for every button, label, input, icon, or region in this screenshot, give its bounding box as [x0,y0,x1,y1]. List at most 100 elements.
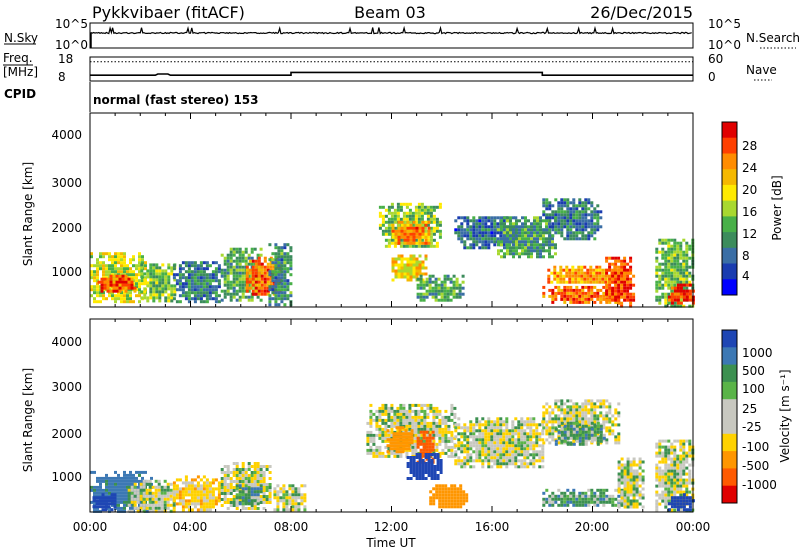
vel-cells-cell [523,438,527,442]
power-cells-cell [93,270,96,274]
power-cells-cell [509,252,512,256]
power-cells-cell [241,250,245,254]
vel-cells-cell [387,418,391,422]
power-cells-cell [431,292,435,296]
power-cells-cell [548,222,551,226]
power-cells-cell [238,274,242,278]
vel-cells-cell [490,432,494,436]
vel-cells-cell [414,433,418,437]
vel-cells-cell [244,487,248,491]
power-cells-cell [560,219,564,223]
power-cells-cell [578,210,582,214]
vel-cells-cell [475,438,479,442]
vel-cells-cell [418,468,422,471]
power-cells-cell [106,283,110,287]
power-cells-cell [569,288,573,292]
power-cells-cell [390,217,394,221]
vel-cells-cell [484,459,488,463]
power-cells-cell [438,223,442,227]
power-cells-cell [563,213,567,217]
power-cells-cell [542,198,546,202]
vel-cells-cell [529,426,533,430]
vel-cells-cell [517,450,521,454]
power-cells-cell [481,243,485,247]
vel-cells-cell [285,496,289,500]
vel-cells-cell [389,441,393,445]
power-cells-cell [399,238,403,242]
vel-cells-cell [453,499,457,503]
power-cells-cell [577,274,581,278]
vel-cells-cell [399,451,403,455]
power-cells-cell [421,241,425,245]
power-cells-cell [202,270,206,274]
vel-cells-cell [226,468,230,471]
power-cells-cell [667,274,671,278]
power-cells-cell [490,240,494,244]
power-cells-cell [563,210,567,214]
power-cells-cell [466,216,470,220]
power-cells-cell [458,289,462,293]
power-cells-cell [152,287,156,291]
power-cells-cell [484,228,488,232]
power-cells-cell [457,237,461,241]
vel-cells-cell [199,487,203,491]
power-cells-cell [152,284,156,288]
power-cells-cell [283,252,287,256]
power-cells-cell [578,294,582,298]
vel-cells-cell [523,450,527,454]
vel-cells-cell [435,430,439,434]
vel-cells-cell [493,420,497,424]
power-cells-cell [524,219,527,223]
power-cells-cell [286,261,290,265]
vel-cells-cell [535,459,539,463]
vel-cells-cell [438,424,442,428]
vel-cells-cell [399,406,403,410]
power-cells-cell [271,288,275,292]
power-cells-cell [244,259,248,263]
power-cells-cell [571,280,575,284]
vel-cells-cell [463,462,467,466]
vel-cells-cell [133,497,137,501]
power-cells-cell [390,211,394,215]
vel-cells-cell [478,459,482,463]
power-cells-cell [184,282,188,286]
vel-cells-cell [499,450,503,454]
vel-cells-cell [462,496,466,500]
power-cells-cell [586,271,590,275]
power-cells-cell [170,296,174,300]
vel-cells-cell [262,480,266,483]
power-cells-cell [152,299,156,303]
power-cells-cell [434,289,438,293]
power-cells-cell [601,280,605,284]
power-cells-cell [454,219,458,223]
power-cells-cell [587,231,591,235]
vel-cells-cell [414,427,418,431]
vel-cells-cell [291,493,295,497]
vel-cells-cell [399,409,403,413]
power-cells-cell [121,283,125,287]
power-cells-cell [425,277,429,281]
power-cells-cell [241,274,245,278]
power-cells-cell [581,294,585,298]
vel-cells-cell [572,414,576,418]
vel-cells-cell [268,486,272,489]
power-cells-cell [500,243,503,247]
power-cells-cell [512,231,515,235]
power-cells-cell [572,201,576,205]
power-cells-cell [152,278,156,282]
power-cells-cell [158,266,162,270]
power-cells-cell [397,238,401,242]
vel-cells-cell [238,477,242,480]
power-cells-cell [152,272,156,276]
power-cells-cell [263,292,267,296]
vel-cells-cell [247,468,251,471]
power-cells-cell [469,219,473,223]
vel-cells-cell [560,408,564,412]
power-cells-cell [396,208,400,212]
power-cells-cell [117,258,120,262]
power-cells-cell [412,235,416,239]
vel-cells-cell [205,496,209,500]
vel-cells-cell [487,429,491,433]
power-cells-cell [263,259,267,263]
vel-cells-cell [268,483,272,486]
